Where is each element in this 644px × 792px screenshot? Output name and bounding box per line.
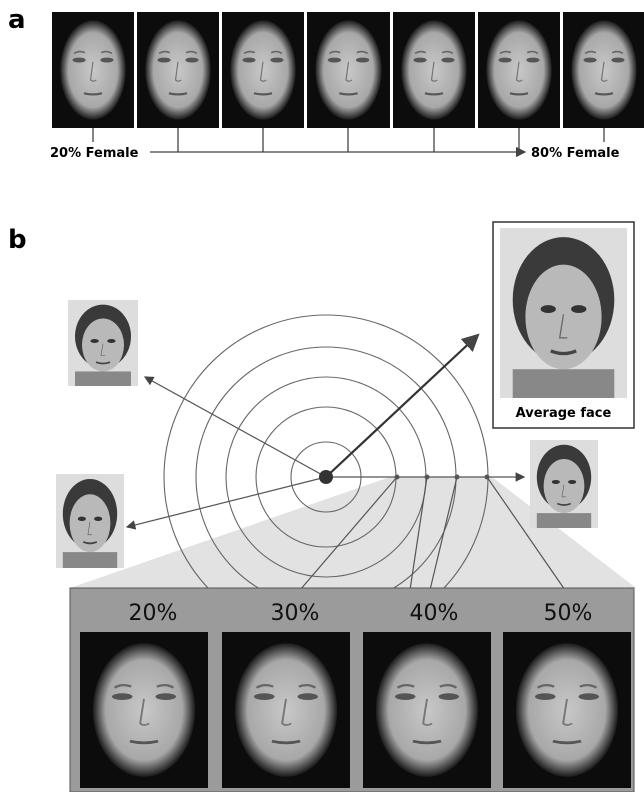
- face: [478, 12, 560, 128]
- level-label: 50%: [544, 601, 593, 626]
- level-label: 40%: [410, 601, 459, 626]
- example-face: [56, 474, 124, 568]
- panel-label: a: [8, 5, 26, 35]
- panel-label: b: [8, 225, 27, 255]
- face: [52, 12, 134, 128]
- average-face: [500, 228, 627, 398]
- example-face: [530, 440, 598, 528]
- face: [222, 12, 304, 128]
- morph-face: [363, 632, 491, 788]
- scale-line: [93, 128, 604, 152]
- face-strip: [52, 12, 644, 128]
- example-face: [68, 300, 138, 386]
- face: [393, 12, 475, 128]
- morph-face: [222, 632, 350, 788]
- face: [563, 12, 644, 128]
- average-label: Average face: [516, 406, 612, 421]
- level-label: 20%: [129, 601, 178, 626]
- figure: a 20% Female 80% Female b: [0, 0, 644, 792]
- start-label: 20% Female: [50, 146, 139, 161]
- face: [307, 12, 390, 128]
- level-label: 30%: [271, 601, 320, 626]
- end-label: 80% Female: [531, 146, 620, 161]
- morph-face: [503, 632, 631, 788]
- morph-face: [80, 632, 208, 788]
- face: [137, 12, 219, 128]
